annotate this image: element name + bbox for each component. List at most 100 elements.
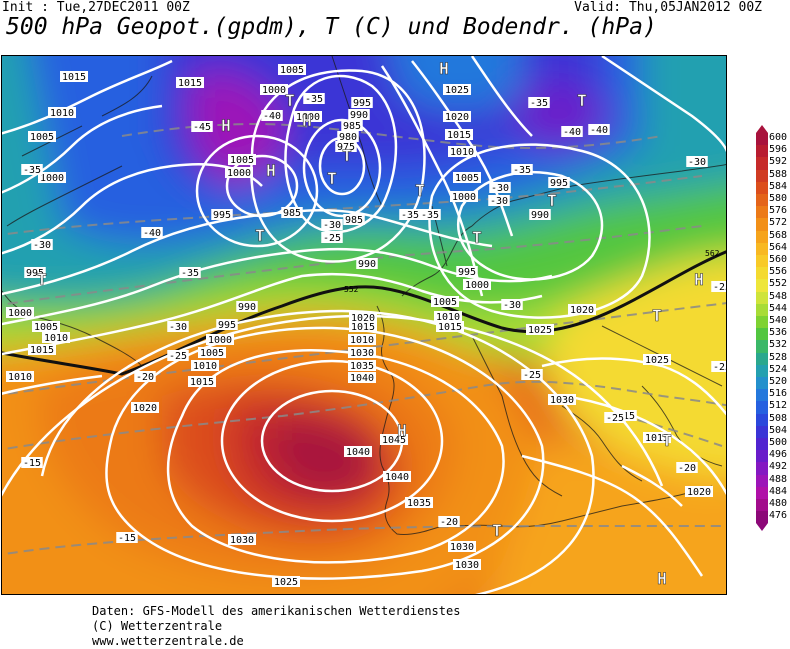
temperature-label: -30 <box>491 183 509 194</box>
low-pressure-marker: T <box>577 91 587 110</box>
isobar-label-bg <box>348 109 370 120</box>
isobar-label: 995 <box>458 267 476 278</box>
isobar-label: 1040 <box>385 472 409 483</box>
temperature-label-bg <box>521 369 543 380</box>
isobar-label-bg <box>6 371 34 382</box>
temperature-label: -40 <box>263 111 281 122</box>
isobar-label: 1010 <box>436 312 460 323</box>
temperature-label: -35 <box>530 98 548 109</box>
isobar-label-bg <box>356 258 378 269</box>
legend-swatch <box>756 364 768 377</box>
temperature-label-bg <box>167 350 189 361</box>
legend-value: 520 <box>769 376 788 387</box>
isobar-label: 1015 <box>178 78 202 89</box>
isobar-label: 1005 <box>230 155 254 166</box>
legend-value: 504 <box>769 424 788 436</box>
temperature-label-bg <box>321 219 343 230</box>
legend-swatch <box>756 279 768 292</box>
high-pressure-marker: H <box>302 111 312 130</box>
isobar-label-bg <box>380 434 408 445</box>
isobar-label: 980 <box>339 132 357 143</box>
temperature-label: -30 <box>169 322 187 333</box>
low-pressure-marker: T <box>327 169 337 188</box>
temperature-label: -25 <box>713 362 727 373</box>
isobar-label-bg <box>236 301 258 312</box>
isobar-label: 1010 <box>193 361 217 372</box>
isobar-label: 1025 <box>445 85 469 96</box>
isobar-label-bg <box>344 446 372 457</box>
legend-swatch <box>756 169 768 182</box>
isobar-label-bg <box>685 486 713 497</box>
isobar-label: 975 <box>337 142 355 153</box>
legend-swatch <box>756 267 768 280</box>
legend-swatch <box>756 474 768 487</box>
temperature-label-bg <box>489 182 511 193</box>
isobar-label-bg <box>281 207 303 218</box>
isobar-label-bg <box>131 402 159 413</box>
temperature-label: -35 <box>513 165 531 176</box>
isobar-label: 1000 <box>296 112 320 123</box>
isobar-label-bg <box>42 332 70 343</box>
low-pressure-marker: T <box>492 521 502 540</box>
isobar-label: 1015 <box>447 130 471 141</box>
isobar-label: 1015 <box>351 322 375 333</box>
valid-time: Valid: Thu,05JAN2012 00Z <box>574 0 762 15</box>
isobar-label: 1010 <box>50 108 74 119</box>
isobar-label: 1035 <box>407 498 431 509</box>
temperature-label-bg <box>191 121 213 132</box>
legend-value: 592 <box>769 156 788 168</box>
isobar-label: 1035 <box>350 361 374 372</box>
isobar-label-bg <box>431 296 459 307</box>
init-time: Init : Tue,27DEC2011 00Z <box>2 0 190 15</box>
isobar-label: 1010 <box>450 147 474 158</box>
isobar-label-bg <box>28 344 56 355</box>
isobar-label-bg <box>436 321 464 332</box>
high-pressure-marker: H <box>397 421 407 440</box>
temperature-label: -35 <box>181 268 199 279</box>
isobar-label: 1030 <box>455 560 479 571</box>
legend-value: 560 <box>769 254 788 265</box>
isobar-label: 1005 <box>30 132 54 143</box>
isobar-label: 1030 <box>450 542 474 553</box>
temperature-label-bg <box>399 209 421 220</box>
legend-swatch <box>756 230 768 243</box>
isobar-label-bg <box>453 172 481 183</box>
isobar-label-bg <box>434 311 462 322</box>
high-pressure-marker: H <box>694 270 704 289</box>
isobar-label: 985 <box>345 215 363 226</box>
low-pressure-marker: T <box>285 91 295 110</box>
isobar-label: 1020 <box>351 313 375 324</box>
temperature-label-bg <box>134 371 156 382</box>
isobar-label-bg <box>60 71 88 82</box>
temperature-label-bg <box>604 412 626 423</box>
temperature-label-bg <box>21 457 43 468</box>
isobar-label-bg <box>38 172 66 183</box>
legend-value: 484 <box>769 485 788 497</box>
isobar-label-bg <box>188 376 216 387</box>
isobar-label-bg <box>529 209 551 220</box>
isobar-label: 990 <box>350 110 368 121</box>
low-pressure-marker: T <box>255 226 265 245</box>
legend-swatch <box>756 218 768 231</box>
temperature-label-bg <box>321 232 343 243</box>
low-pressure-marker: T <box>662 431 672 450</box>
low-pressure-marker: T <box>472 228 482 247</box>
legend-swatch <box>756 303 768 316</box>
isobar-label: 1030 <box>230 535 254 546</box>
temperature-label: -45 <box>193 122 211 133</box>
isobar-label-bg <box>348 360 376 371</box>
isoline-552 <box>2 250 726 376</box>
isobar-label-bg <box>445 129 473 140</box>
isobar-label: 1020 <box>687 487 711 498</box>
isobar-label: 1040 <box>346 447 370 458</box>
temperature-label-bg <box>167 321 189 332</box>
isobar-label-bg <box>348 334 376 345</box>
temperature-label: -20 <box>136 372 154 383</box>
isobar-label: 1015 <box>438 322 462 333</box>
temperature-label: -15 <box>23 458 41 469</box>
legend-arrow-down-icon <box>756 523 768 532</box>
temperature-label-bg <box>261 110 283 121</box>
isobar-label-bg <box>228 154 256 165</box>
legend-swatch <box>756 499 768 512</box>
temperature-label-bg <box>141 227 163 238</box>
